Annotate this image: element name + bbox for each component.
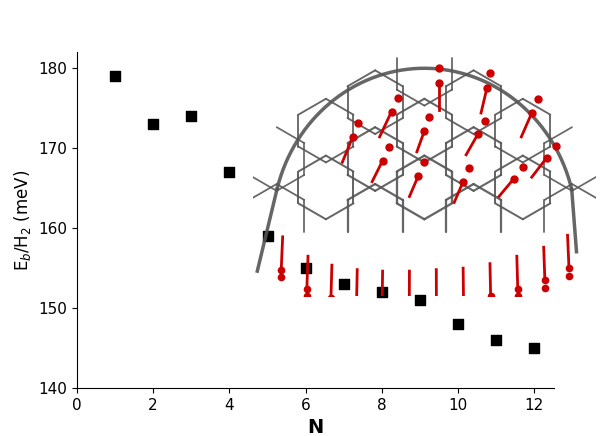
Point xyxy=(491,337,501,344)
X-axis label: N: N xyxy=(307,418,323,436)
Point xyxy=(148,121,158,128)
Point xyxy=(301,265,311,272)
Point xyxy=(186,113,196,120)
Point xyxy=(415,296,425,303)
Point xyxy=(453,320,463,327)
Y-axis label: E$_b$/H$_2$ (meV): E$_b$/H$_2$ (meV) xyxy=(12,170,33,271)
Point xyxy=(263,233,272,240)
Point xyxy=(530,344,539,351)
Point xyxy=(110,73,120,80)
Point xyxy=(339,281,349,288)
Point xyxy=(377,289,387,296)
Point xyxy=(224,169,234,176)
